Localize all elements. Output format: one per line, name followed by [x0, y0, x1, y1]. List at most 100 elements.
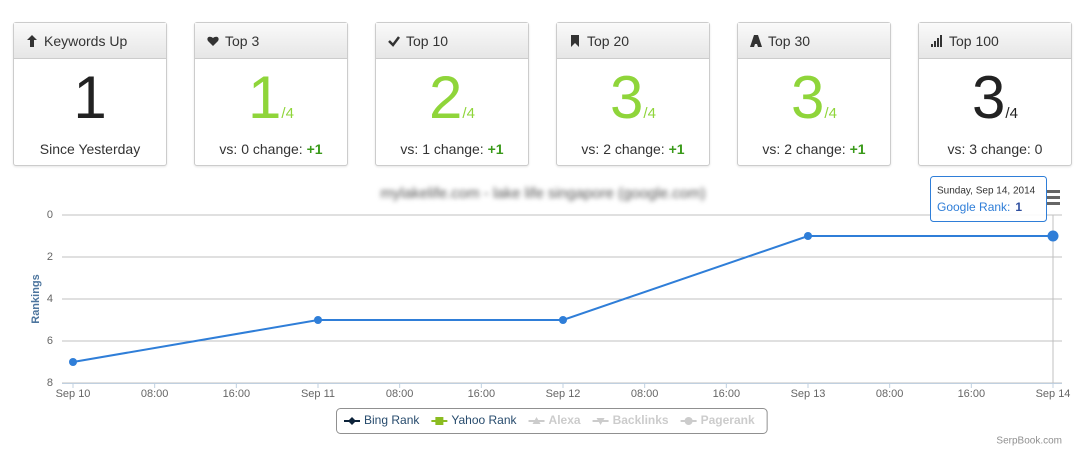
card-header: Top 3	[195, 23, 347, 59]
data-point	[314, 316, 322, 324]
x-tick-label: 16:00	[468, 388, 496, 400]
x-tick-label: Sep 14	[1036, 388, 1071, 400]
legend-box	[336, 408, 768, 434]
x-tick-label: 16:00	[958, 388, 986, 400]
card-value: 3	[610, 64, 644, 131]
legend: Bing Rank Yahoo Rank Alexa Backlinks Pageran…	[336, 408, 768, 434]
card-title: Top 20	[587, 32, 630, 49]
x-tick-label: Sep 10	[56, 388, 91, 400]
stat-card: Top 10 2/4 vs: 1 change: +1	[375, 22, 529, 166]
data-point	[69, 358, 77, 366]
icon	[931, 34, 942, 47]
icon	[750, 34, 762, 47]
card-title: Top 100	[949, 32, 999, 49]
change: +1	[849, 141, 866, 157]
legend-item[interactable]: Yahoo Rank	[431, 413, 518, 427]
card-out-of: /4	[281, 105, 294, 122]
x-tick-label: 16:00	[223, 388, 251, 400]
card-value: 3	[791, 64, 825, 131]
x-tick-label: Sep 13	[791, 388, 826, 400]
icon	[207, 36, 219, 46]
card-title: Top 10	[406, 32, 449, 49]
card-title: Top 3	[225, 32, 260, 49]
card-footer: vs: 0 change: +1	[195, 141, 347, 157]
x-tick-label: 08:00	[386, 388, 414, 400]
change: +1	[306, 141, 323, 157]
y-tick-label: 0	[47, 209, 53, 221]
y-tick-label: 6	[47, 335, 53, 347]
x-tick-label: Sep 11	[301, 388, 335, 400]
tooltip-date: Sunday, Sep 14, 2014	[937, 186, 1036, 197]
x-tick-label: 08:00	[631, 388, 659, 400]
legend-marker	[348, 417, 356, 425]
card-value: 3	[972, 64, 1006, 131]
legend-marker	[532, 417, 541, 424]
tooltip-box	[930, 176, 1047, 222]
tooltip-series: Google Rank:	[937, 200, 1010, 214]
card-footer: vs: 2 change: +1	[557, 141, 709, 157]
legend-label: Yahoo Rank	[451, 413, 517, 427]
x-tick-label: 08:00	[141, 388, 169, 400]
card-header: Top 30	[738, 23, 890, 59]
comparison: vs: 2 change:	[762, 141, 846, 157]
y-tick-label: 2	[47, 251, 53, 263]
card-out-of: /4	[824, 105, 837, 122]
legend-label: Bing Rank	[364, 413, 420, 427]
menu-button[interactable]	[1046, 190, 1060, 205]
x-tick-label: 08:00	[876, 388, 904, 400]
legend-marker	[435, 417, 444, 425]
comparison: vs: 2 change:	[581, 141, 665, 157]
legend-marker	[596, 418, 605, 425]
legend-item[interactable]: Pagerank	[680, 413, 755, 427]
legend-marker	[684, 417, 693, 425]
chart: mylakelife.com - lake life singapore (go…	[30, 176, 1071, 447]
change: +1	[668, 141, 685, 157]
data-point	[559, 316, 567, 324]
tooltip: Sunday, Sep 14, 2014 Google Rank: 1	[930, 176, 1047, 222]
legend-item[interactable]: Bing Rank	[344, 413, 420, 427]
legend-label: Alexa	[549, 413, 581, 427]
card-footer: vs: 1 change: +1	[376, 141, 528, 157]
legend-label: Backlinks	[613, 413, 669, 427]
x-tick-label: 16:00	[713, 388, 741, 400]
card-footer: vs: 3 change: 0	[919, 141, 1071, 157]
comparison: vs: 0 change:	[219, 141, 303, 157]
y-axis-label: Rankings	[30, 274, 42, 324]
card-header: Top 10	[376, 23, 528, 59]
icon	[571, 34, 579, 47]
comparison: vs: 3 change: 0	[947, 141, 1043, 157]
data-point	[1047, 230, 1059, 242]
card-header: Top 20	[557, 23, 709, 59]
credits: SerpBook.com	[996, 436, 1062, 447]
card-out-of: /4	[1005, 105, 1018, 122]
stat-card: Top 100 3/4 vs: 3 change: 0	[918, 22, 1072, 166]
stat-card: Keywords Up 1 Since Yesterday	[13, 22, 167, 166]
chart-title: mylakelife.com - lake life singapore (go…	[380, 185, 705, 202]
icon	[388, 35, 400, 47]
data-point	[804, 232, 812, 240]
card-out-of: /4	[462, 105, 475, 122]
tooltip-value: 1	[1015, 200, 1022, 214]
icon	[27, 34, 37, 47]
card-value: 1	[73, 64, 107, 131]
legend-label: Pagerank	[701, 413, 755, 427]
legend-item[interactable]: Backlinks	[592, 413, 669, 427]
stat-card: Top 3 1/4 vs: 0 change: +1	[194, 22, 348, 166]
stat-card: Top 20 3/4 vs: 2 change: +1	[556, 22, 710, 166]
y-tick-label: 8	[47, 377, 53, 389]
card-value: 2	[429, 64, 463, 131]
card-footer: Since Yesterday	[39, 141, 141, 157]
x-tick-label: Sep 12	[546, 388, 581, 400]
card-title: Keywords Up	[44, 32, 128, 49]
y-tick-label: 4	[47, 293, 53, 305]
card-footer: vs: 2 change: +1	[738, 141, 890, 157]
card-header: Top 100	[919, 23, 1071, 59]
card-header: Keywords Up	[14, 23, 166, 59]
change: +1	[487, 141, 504, 157]
card-title: Top 30	[768, 32, 811, 49]
stat-card: Top 30 3/4 vs: 2 change: +1	[737, 22, 891, 166]
legend-item[interactable]: Alexa	[528, 413, 581, 427]
card-out-of: /4	[643, 105, 656, 122]
card-value: 1	[248, 64, 282, 131]
